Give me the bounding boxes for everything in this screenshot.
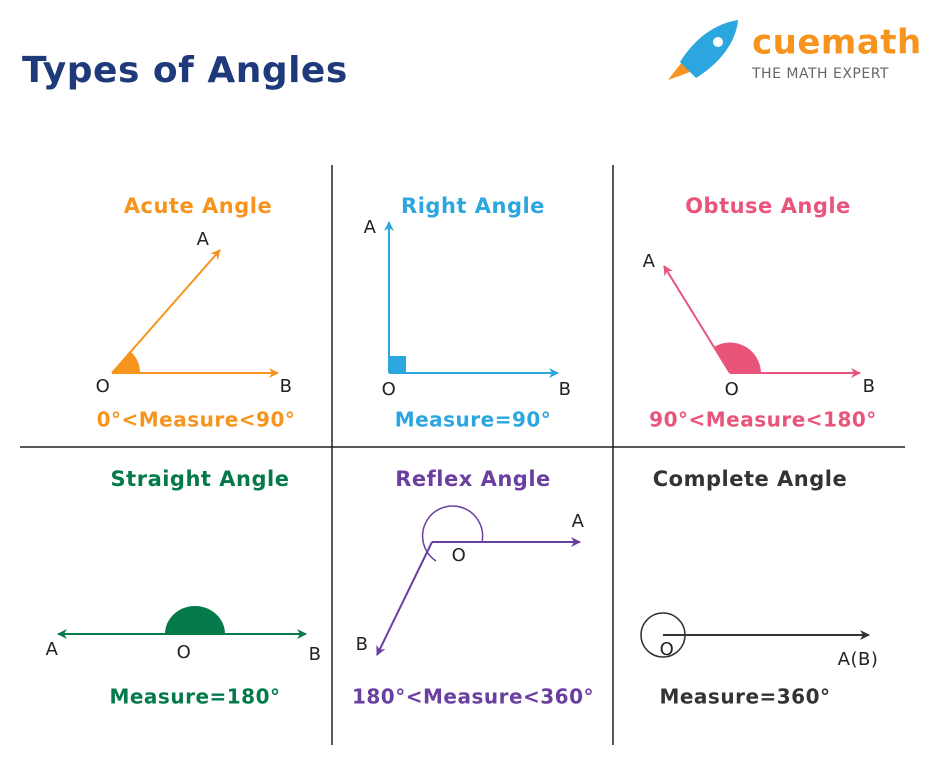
point-label: O bbox=[725, 379, 740, 400]
point-label: B bbox=[280, 376, 293, 397]
brand: cuemath bbox=[752, 23, 922, 63]
straight-panel: Straight Angle A O B Measure=180° bbox=[46, 467, 322, 709]
point-label: O bbox=[96, 376, 111, 397]
measure: Measure=360° bbox=[659, 685, 830, 709]
point-label: B bbox=[863, 376, 876, 397]
measure: Measure=180° bbox=[109, 685, 280, 709]
page-title: Types of Angles bbox=[22, 50, 348, 91]
tagline: THE MATH EXPERT bbox=[751, 66, 889, 82]
right-panel: Right Angle A O B Measure=90° bbox=[364, 194, 572, 432]
point-label: A bbox=[364, 217, 377, 238]
point-label: B bbox=[559, 379, 572, 400]
measure: 180°<Measure<360° bbox=[352, 685, 594, 709]
ray bbox=[111, 249, 221, 374]
point-label: O bbox=[177, 642, 192, 663]
panel-title: Complete Angle bbox=[653, 467, 847, 491]
dividers bbox=[20, 165, 905, 745]
ray bbox=[663, 265, 731, 374]
acute-panel: Acute Angle A O B 0°<Measure<90° bbox=[96, 194, 296, 432]
angle-sector bbox=[112, 351, 141, 373]
point-label: B bbox=[309, 644, 322, 665]
measure: 0°<Measure<90° bbox=[97, 408, 296, 432]
panel-title: Straight Angle bbox=[111, 467, 290, 491]
panel-title: Acute Angle bbox=[124, 194, 272, 218]
complete-panel: Complete Angle O A(B) Measure=360° bbox=[640, 467, 879, 709]
measure: 90°<Measure<180° bbox=[649, 408, 877, 432]
point-label: A bbox=[46, 639, 59, 660]
point-label: A bbox=[643, 251, 656, 272]
point-label: A(B) bbox=[838, 649, 879, 670]
point-label: O bbox=[382, 379, 397, 400]
angle-sector bbox=[165, 606, 225, 634]
point-label: O bbox=[660, 639, 675, 660]
point-label: A bbox=[197, 229, 210, 250]
obtuse-panel: Obtuse Angle A O B 90°<Measure<180° bbox=[643, 194, 877, 432]
ray bbox=[376, 541, 433, 656]
point-label: O bbox=[452, 545, 467, 566]
panel-title: Reflex Angle bbox=[395, 467, 551, 491]
panel-title: Right Angle bbox=[401, 194, 545, 218]
reflex-panel: Reflex Angle A O B 180°<Measure<360° bbox=[352, 467, 594, 709]
point-label: A bbox=[572, 511, 585, 532]
logo-rocket bbox=[668, 20, 738, 80]
point-label: B bbox=[356, 634, 369, 655]
measure: Measure=90° bbox=[395, 408, 552, 432]
angle-arc bbox=[421, 505, 484, 562]
panel-title: Obtuse Angle bbox=[685, 194, 851, 218]
right-mark bbox=[389, 356, 406, 373]
